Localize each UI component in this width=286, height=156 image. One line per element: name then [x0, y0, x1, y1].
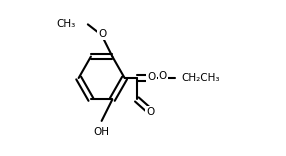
- Text: O: O: [159, 71, 167, 81]
- Text: OH: OH: [94, 127, 110, 137]
- Text: CH₃: CH₃: [56, 19, 76, 29]
- Text: O: O: [147, 72, 156, 82]
- Text: CH₂CH₃: CH₂CH₃: [181, 73, 220, 83]
- Text: O: O: [146, 107, 155, 117]
- Text: O: O: [98, 29, 106, 39]
